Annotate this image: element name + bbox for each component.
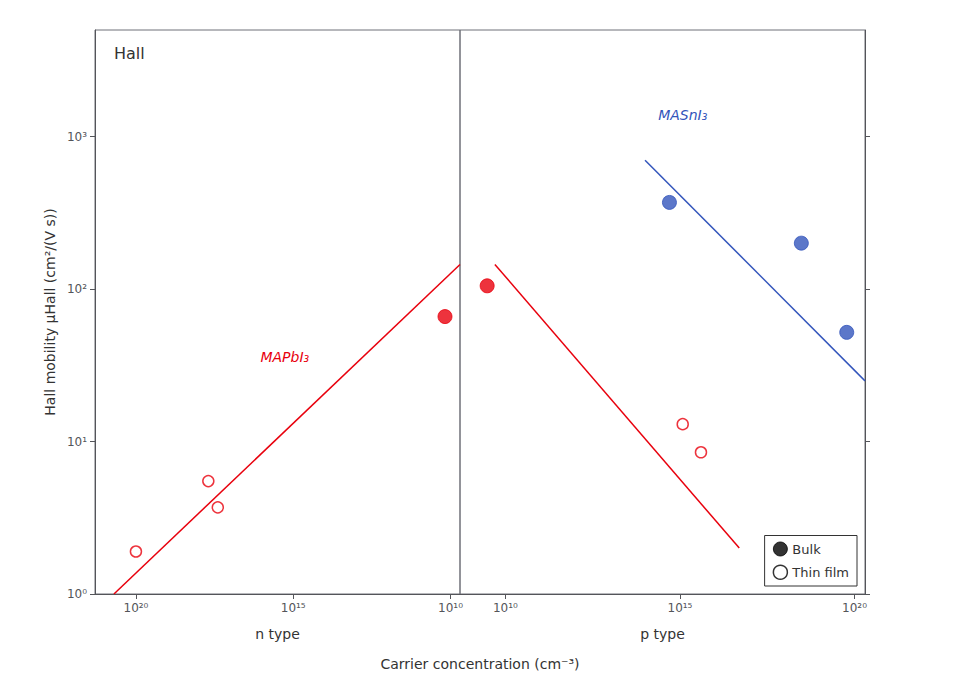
svg-text:10¹⁰: 10¹⁰ <box>438 601 463 615</box>
svg-text:10⁰: 10⁰ <box>67 587 87 601</box>
svg-text:10¹⁵: 10¹⁵ <box>281 601 306 615</box>
svg-text:10¹: 10¹ <box>67 435 87 449</box>
svg-text:10¹⁰: 10¹⁰ <box>493 601 518 615</box>
svg-text:Bulk: Bulk <box>792 542 821 557</box>
svg-text:10³: 10³ <box>67 130 87 144</box>
svg-text:MASnI₃: MASnI₃ <box>658 107 708 123</box>
svg-text:10²⁰: 10²⁰ <box>123 601 148 615</box>
svg-text:Hall: Hall <box>114 44 145 63</box>
svg-text:10¹⁵: 10¹⁵ <box>668 601 693 615</box>
svg-text:Thin film: Thin film <box>791 565 849 580</box>
svg-text:p type: p type <box>640 626 685 642</box>
svg-text:10²: 10² <box>67 282 87 296</box>
svg-text:10²⁰: 10²⁰ <box>842 601 867 615</box>
svg-text:MAPbI₃: MAPbI₃ <box>260 349 309 365</box>
svg-text:Hall mobility μHall (cm²/(V s): Hall mobility μHall (cm²/(V s)) <box>42 208 58 415</box>
svg-text:Carrier concentration (cm⁻³): Carrier concentration (cm⁻³) <box>380 656 579 672</box>
svg-text:n type: n type <box>255 626 300 642</box>
